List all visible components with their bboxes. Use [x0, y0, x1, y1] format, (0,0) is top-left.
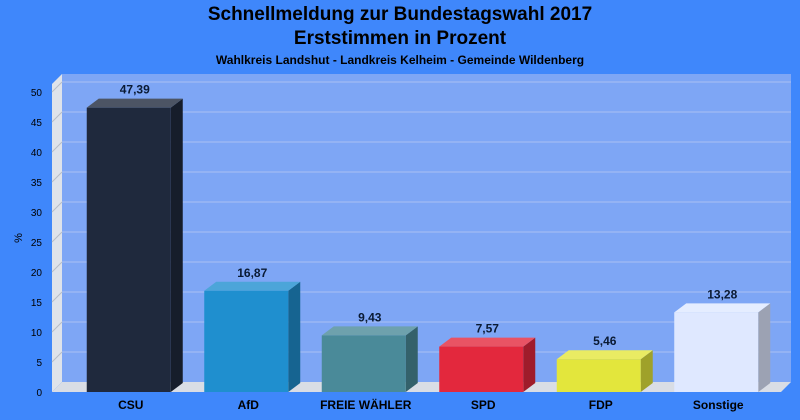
gridline-side [51, 81, 63, 93]
y-tick-label: 20 [31, 268, 43, 279]
bar-side [758, 303, 771, 392]
y-tick-label: 40 [31, 148, 43, 159]
x-tick-label: AfD [238, 398, 260, 412]
bar[interactable] [556, 359, 641, 392]
x-tick-label: CSU [118, 398, 143, 412]
y-tick-label: 25 [31, 238, 43, 249]
x-tick-label: FDP [589, 398, 613, 412]
data-label: 5,46 [593, 334, 617, 348]
y-tick-label: 45 [31, 118, 43, 129]
bar[interactable] [204, 290, 289, 392]
bar[interactable] [86, 107, 171, 392]
bar-top [204, 281, 301, 291]
bar-side [288, 281, 301, 392]
bar[interactable] [674, 312, 759, 392]
x-tick-label: FREIE WÄHLER [320, 397, 412, 412]
bar[interactable] [439, 346, 524, 392]
bar-top [321, 326, 418, 336]
y-tick-label: 35 [31, 178, 43, 189]
bar-top [439, 337, 536, 347]
y-tick-label: 0 [36, 388, 42, 399]
bar-side [170, 98, 183, 392]
bar-side [405, 326, 418, 392]
gridline-side [51, 111, 63, 123]
y-tick-label: 10 [31, 328, 43, 339]
bar[interactable] [321, 335, 406, 392]
bar-top [86, 98, 183, 108]
bar-side [523, 337, 536, 392]
gridline-side [51, 171, 63, 183]
y-tick-label: 30 [31, 208, 43, 219]
chart-title: Schnellmeldung zur Bundestagswahl 2017 [207, 4, 593, 25]
bar-top [556, 350, 653, 360]
plot-left-wall [52, 74, 62, 392]
y-tick-label: 15 [31, 298, 43, 309]
gridline-side [51, 351, 63, 363]
bar-top [674, 303, 771, 313]
gridline-side [51, 291, 63, 303]
y-tick-label: 5 [36, 358, 42, 369]
bar-side [640, 350, 653, 392]
y-tick-label: 50 [31, 88, 43, 99]
data-label: 47,39 [120, 83, 150, 97]
gridline-side [51, 321, 63, 333]
y-axis-label: % [13, 233, 25, 243]
gridline-side [51, 231, 63, 243]
data-label: 16,87 [237, 266, 267, 280]
chart-subsubtitle: Wahlkreis Landshut - Landkreis Kelheim -… [215, 53, 585, 67]
chart-subtitle: Erststimmen in Prozent [293, 28, 507, 49]
x-tick-label: Sonstige [693, 398, 744, 412]
x-tick-label: SPD [471, 398, 496, 412]
data-label: 13,28 [707, 287, 737, 301]
gridline-side [51, 261, 63, 273]
data-label: 7,57 [476, 322, 500, 336]
data-label: 9,43 [358, 310, 382, 324]
gridline-side [51, 141, 63, 153]
gridline-side [51, 201, 63, 213]
